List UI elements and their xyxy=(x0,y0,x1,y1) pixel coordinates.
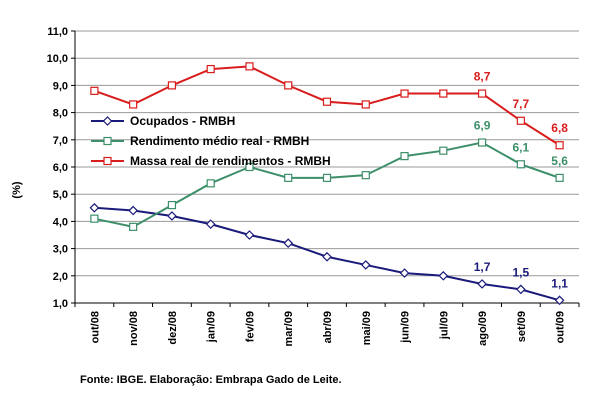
legend-label: Massa real de rendimentos - RMBH xyxy=(130,154,331,168)
data-labels: 1,7 1,5 1,1 6,9 6,1 5,6 8,7 7,7 6,8 xyxy=(474,70,569,291)
y-tick-label: 11,0 xyxy=(47,26,68,38)
data-point xyxy=(400,89,409,98)
data-point xyxy=(361,171,370,180)
data-point xyxy=(477,89,487,98)
data-point xyxy=(555,141,564,150)
y-tick-label: 5,0 xyxy=(53,189,68,201)
x-tick-label: mai/09 xyxy=(361,311,373,345)
data-point xyxy=(322,97,332,106)
data-point xyxy=(516,160,525,169)
legend-marker xyxy=(102,116,113,126)
data-label: 1,5 xyxy=(513,265,530,279)
legend-marker xyxy=(103,156,112,166)
series-group xyxy=(89,62,565,306)
data-point xyxy=(322,173,332,182)
data-point xyxy=(515,284,526,295)
data-point xyxy=(205,219,216,229)
y-tick-label: 1,0 xyxy=(53,298,68,310)
data-point xyxy=(128,205,139,216)
data-point xyxy=(167,211,177,221)
data-point xyxy=(245,162,254,172)
data-point xyxy=(89,202,100,213)
data-label: 5,6 xyxy=(551,154,568,168)
data-label: 6,9 xyxy=(474,119,491,133)
y-tick-label: 2,0 xyxy=(53,271,68,283)
data-label: 8,7 xyxy=(474,70,491,84)
data-point xyxy=(322,251,332,262)
x-tick-label: jan/09 xyxy=(206,311,218,343)
y-tick-label: 7,0 xyxy=(53,135,68,147)
y-tick-label: 9,0 xyxy=(53,80,68,92)
x-tick-label: ago/09 xyxy=(477,311,489,346)
data-point xyxy=(555,173,564,182)
legend-marker xyxy=(103,136,112,146)
x-axis-ticks: out/08 nov/08 dez/08 jan/09 fev/09 mar/09 abr/… xyxy=(89,311,566,346)
x-tick-label: jun/09 xyxy=(400,311,412,344)
data-point xyxy=(439,146,448,155)
legend-label: Ocupados - RMBH xyxy=(130,114,235,128)
data-point xyxy=(284,173,293,182)
y-tick-label: 8,0 xyxy=(53,108,68,120)
data-point xyxy=(206,64,215,74)
data-point xyxy=(284,81,293,90)
x-tick-label: fev/09 xyxy=(244,311,256,342)
data-point xyxy=(129,222,138,231)
x-tick-label: mar/09 xyxy=(283,311,295,346)
y-axis-label: (%) xyxy=(11,181,23,198)
data-label: 6,8 xyxy=(551,121,568,135)
legend: Ocupados - RMBH Rendimento médio real - R… xyxy=(91,114,331,168)
x-tick-label: jul/09 xyxy=(438,311,450,340)
data-point xyxy=(361,100,370,109)
y-tick-label: 6,0 xyxy=(53,162,68,174)
data-point xyxy=(167,81,177,90)
y-tick-label: 10,0 xyxy=(47,53,68,65)
x-tick-label: set/09 xyxy=(516,311,528,342)
legend-label: Rendimento médio real - RMBH xyxy=(130,134,309,148)
data-label: 1,7 xyxy=(474,260,491,274)
data-point xyxy=(554,295,565,306)
data-point xyxy=(206,179,215,188)
x-tick-label: nov/08 xyxy=(128,311,140,346)
data-point xyxy=(283,238,294,249)
data-point xyxy=(244,230,255,240)
data-point xyxy=(90,86,99,95)
y-axis-ticks: 1,0 2,0 3,0 4,0 5,0 6,0 7,0 8,0 9,0 10,0 11,0 xyxy=(47,26,68,310)
x-tick-label: out/08 xyxy=(89,311,101,343)
data-point xyxy=(477,279,487,289)
data-label: 1,1 xyxy=(551,276,568,290)
data-label: 7,7 xyxy=(513,97,530,111)
data-point xyxy=(167,200,177,210)
data-point xyxy=(438,270,449,281)
data-point xyxy=(400,152,409,161)
data-label: 6,1 xyxy=(513,140,530,154)
axes xyxy=(71,30,580,307)
source-note: Fonte: IBGE. Elaboração: Embrapa Gado de… xyxy=(80,374,342,386)
data-point xyxy=(399,268,410,278)
data-point xyxy=(439,89,448,98)
data-point xyxy=(477,138,487,147)
data-point xyxy=(245,62,254,71)
y-tick-label: 3,0 xyxy=(53,244,68,256)
data-point xyxy=(360,260,371,270)
y-tick-label: 4,0 xyxy=(53,216,68,228)
data-point xyxy=(90,214,99,223)
data-point xyxy=(516,116,525,125)
data-point xyxy=(129,100,138,109)
x-tick-label: out/09 xyxy=(555,311,567,343)
x-tick-label: dez/08 xyxy=(167,311,179,345)
x-tick-label: abr/09 xyxy=(322,311,334,343)
gridlines xyxy=(75,30,579,304)
